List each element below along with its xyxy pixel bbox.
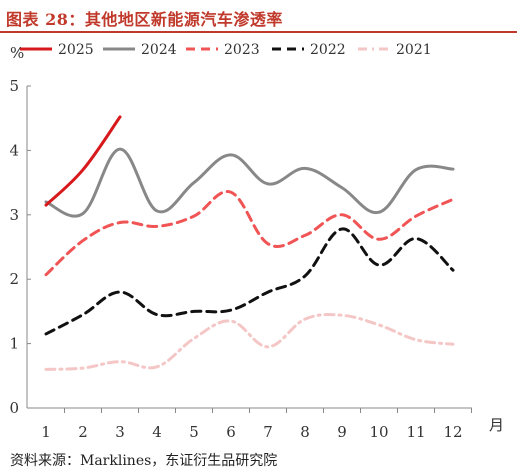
x-tick-label: 12 <box>443 423 462 441</box>
series-line-2024 <box>44 147 455 218</box>
x-tick-label: 4 <box>152 423 162 441</box>
series-line-2021 <box>44 313 455 371</box>
legend-label-2021: 2021 <box>396 42 432 58</box>
series-line-2025 <box>44 115 122 207</box>
legend-label-2022: 2022 <box>310 42 346 58</box>
legend-label-2025: 2025 <box>58 42 94 58</box>
x-tick-label: 1 <box>41 423 51 441</box>
y-tick-label: 0 <box>9 399 19 417</box>
x-axis-unit: 月 <box>489 416 504 434</box>
x-tick-label: 10 <box>369 423 388 441</box>
y-axis-unit: % <box>10 44 24 62</box>
x-tick-label: 9 <box>337 423 347 441</box>
x-tick-label: 7 <box>263 423 273 441</box>
series-layer <box>44 115 455 371</box>
source-note: 资料来源：Marklines，东证衍生品研究院 <box>10 453 278 469</box>
y-tick-label: 3 <box>9 206 19 224</box>
y-tick-label: 4 <box>9 141 19 159</box>
legend-label-2024: 2024 <box>141 42 177 58</box>
x-tick-label: 11 <box>406 423 425 441</box>
x-tick-label: 6 <box>226 423 236 441</box>
y-tick-label: 1 <box>9 335 19 353</box>
y-tick-label: 2 <box>9 270 19 288</box>
y-tick-label: 5 <box>9 77 19 95</box>
legend: 2025 2024 2023 2022 2021 <box>20 42 432 58</box>
series-line-2022 <box>44 227 455 336</box>
x-tick-label: 5 <box>189 423 199 441</box>
x-tick-label: 2 <box>78 423 88 441</box>
x-tick-label: 3 <box>115 423 125 441</box>
x-tick-label: 8 <box>300 423 310 441</box>
series-line-2023 <box>44 190 455 277</box>
legend-label-2023: 2023 <box>224 42 260 58</box>
title-underline <box>0 31 517 33</box>
chart-title: 图表 28：其他地区新能源汽车渗透率 <box>6 10 283 29</box>
